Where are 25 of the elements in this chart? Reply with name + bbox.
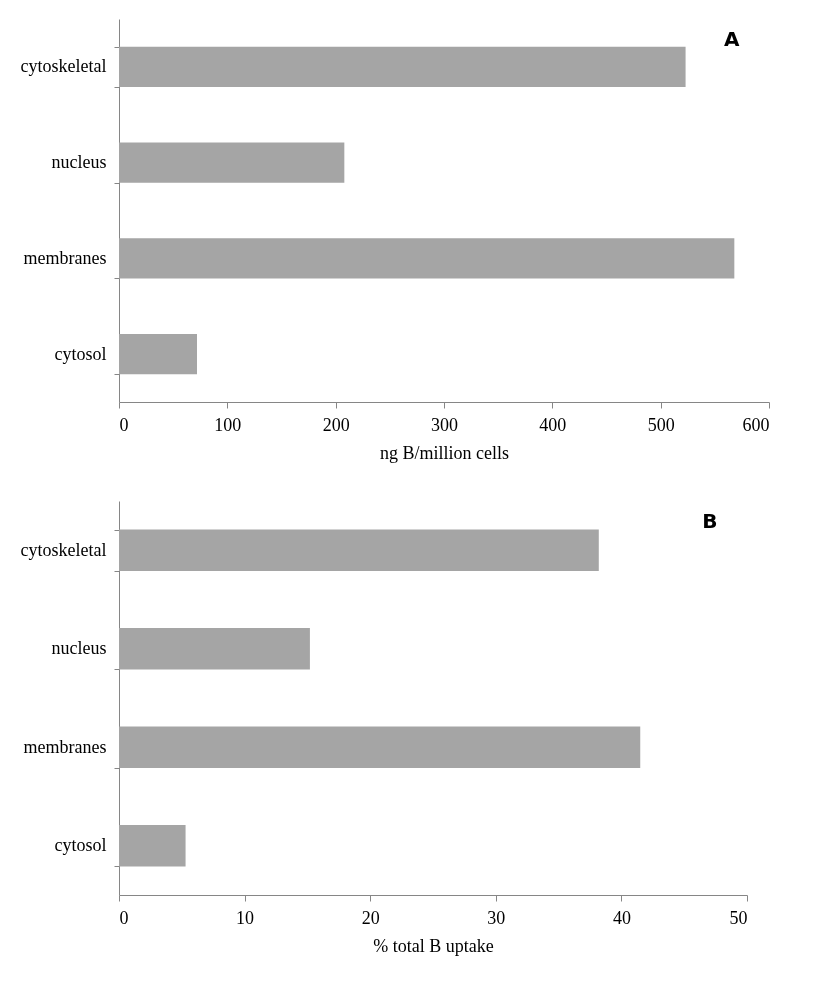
- y-tick-label: cytoskeletal: [20, 56, 107, 77]
- x-tick-label: 100: [214, 414, 242, 435]
- x-axis-title: % total B uptake: [373, 935, 494, 956]
- x-tick-label: 0: [119, 414, 129, 435]
- x-tick-label: 400: [539, 414, 567, 435]
- x-tick-label: 0: [119, 907, 129, 928]
- x-tick-label: 40: [612, 907, 631, 928]
- y-tick-label: nucleus: [51, 152, 107, 173]
- x-tick-label: 20: [361, 907, 380, 928]
- x-axis-title: ng B/million cells: [380, 442, 509, 463]
- x-tick-label: 30: [487, 907, 506, 928]
- y-tick-label: cytoskeletal: [20, 539, 107, 560]
- x-tick-label: 300: [431, 414, 458, 435]
- x-tick-label: 600: [742, 414, 770, 435]
- chart-title: A: [724, 27, 741, 51]
- y-tick-label: membranes: [23, 247, 107, 268]
- x-tick-label: 10: [236, 907, 255, 928]
- y-tick-label: cytosol: [54, 343, 107, 364]
- x-tick-label: 500: [647, 414, 675, 435]
- y-tick-label: cytosol: [54, 835, 107, 856]
- y-tick-label: membranes: [23, 736, 107, 757]
- x-tick-label: 200: [322, 414, 350, 435]
- y-tick-label: nucleus: [51, 638, 107, 659]
- chart-title: B: [702, 509, 718, 533]
- x-tick-label: 50: [729, 907, 748, 928]
